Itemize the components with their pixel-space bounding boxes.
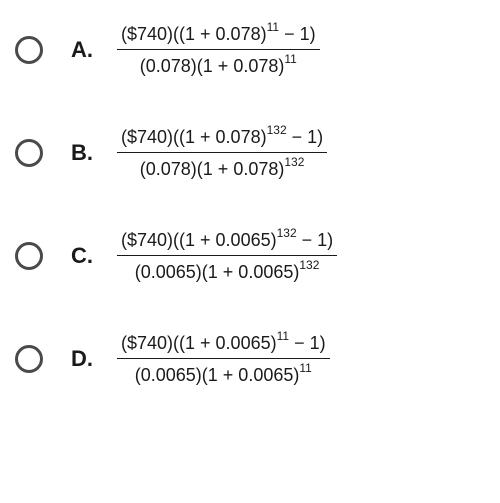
fraction-line bbox=[117, 49, 320, 50]
fraction-line bbox=[117, 255, 337, 256]
formula-d: ($740)((1 + 0.0065)11 − 1) (0.0065)(1 + … bbox=[117, 329, 330, 388]
radio-button-c[interactable] bbox=[15, 242, 43, 270]
option-d[interactable]: D. ($740)((1 + 0.0065)11 − 1) (0.0065)(1… bbox=[15, 329, 485, 388]
fraction-line bbox=[117, 358, 330, 359]
numerator-c: ($740)((1 + 0.0065)132 − 1) bbox=[117, 226, 337, 253]
option-label-a: A. bbox=[71, 37, 95, 63]
radio-button-a[interactable] bbox=[15, 36, 43, 64]
denominator-d: (0.0065)(1 + 0.0065)11 bbox=[131, 361, 316, 388]
denominator-a: (0.078)(1 + 0.078)11 bbox=[136, 52, 301, 79]
radio-button-d[interactable] bbox=[15, 345, 43, 373]
option-a[interactable]: A. ($740)((1 + 0.078)11 − 1) (0.078)(1 +… bbox=[15, 20, 485, 79]
fraction-line bbox=[117, 152, 327, 153]
formula-b: ($740)((1 + 0.078)132 − 1) (0.078)(1 + 0… bbox=[117, 123, 327, 182]
formula-a: ($740)((1 + 0.078)11 − 1) (0.078)(1 + 0.… bbox=[117, 20, 320, 79]
option-label-d: D. bbox=[71, 346, 95, 372]
numerator-b: ($740)((1 + 0.078)132 − 1) bbox=[117, 123, 327, 150]
numerator-d: ($740)((1 + 0.0065)11 − 1) bbox=[117, 329, 330, 356]
option-b[interactable]: B. ($740)((1 + 0.078)132 − 1) (0.078)(1 … bbox=[15, 123, 485, 182]
denominator-b: (0.078)(1 + 0.078)132 bbox=[136, 155, 309, 182]
formula-c: ($740)((1 + 0.0065)132 − 1) (0.0065)(1 +… bbox=[117, 226, 337, 285]
denominator-c: (0.0065)(1 + 0.0065)132 bbox=[131, 258, 324, 285]
radio-button-b[interactable] bbox=[15, 139, 43, 167]
option-label-c: C. bbox=[71, 243, 95, 269]
option-c[interactable]: C. ($740)((1 + 0.0065)132 − 1) (0.0065)(… bbox=[15, 226, 485, 285]
numerator-a: ($740)((1 + 0.078)11 − 1) bbox=[117, 20, 320, 47]
option-label-b: B. bbox=[71, 140, 95, 166]
